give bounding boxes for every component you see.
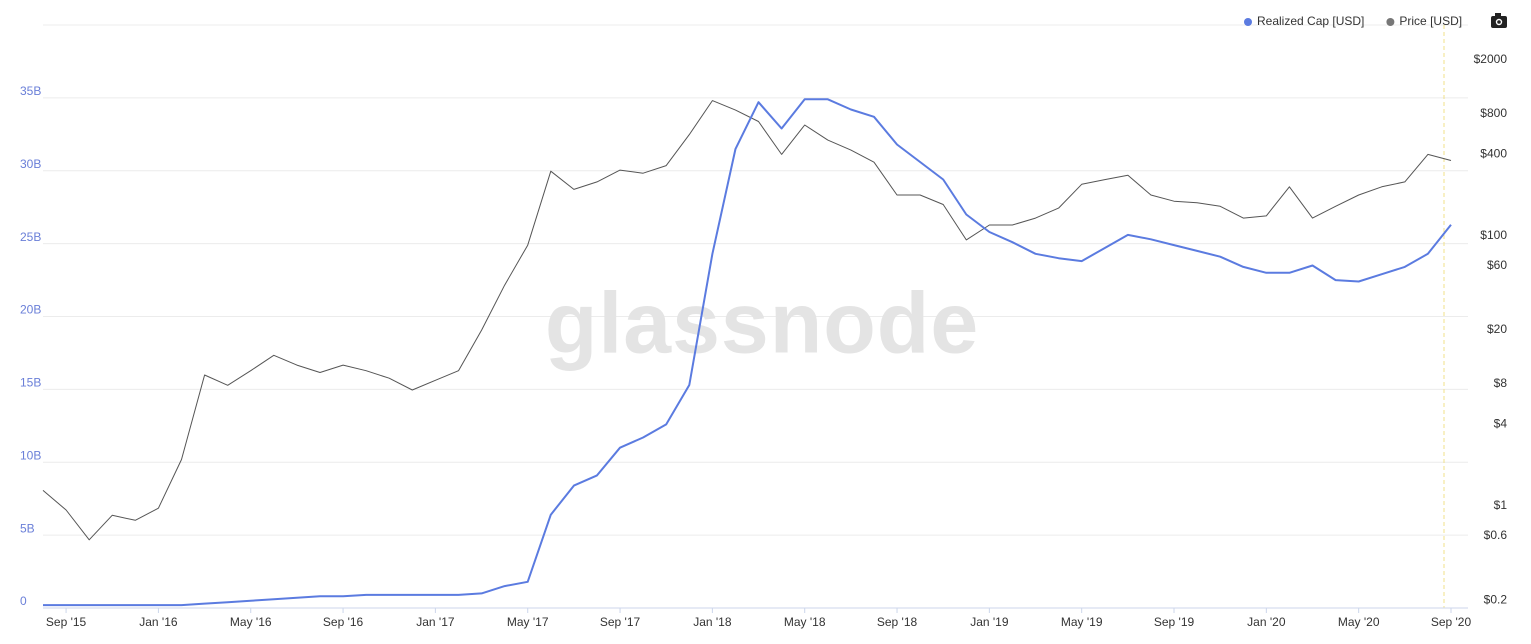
x-tick-label: May '20 xyxy=(1338,615,1380,629)
x-tick-label: May '18 xyxy=(784,615,826,629)
realized-cap-line xyxy=(43,98,1452,607)
legend: Realized Cap [USD] Price [USD] xyxy=(1244,14,1462,28)
y2-tick-label: $1 xyxy=(1494,498,1508,512)
x-tick-label: May '19 xyxy=(1061,615,1103,629)
y2-tick-label: $20 xyxy=(1487,322,1507,336)
x-tick-label: Jan '17 xyxy=(416,615,455,629)
x-tick-label: Sep '17 xyxy=(600,615,641,629)
y2-tick-label: $2000 xyxy=(1474,52,1508,66)
x-tick-label: Sep '20 xyxy=(1431,615,1472,629)
y2-tick-label: $0.6 xyxy=(1484,528,1508,542)
x-tick-label: May '16 xyxy=(230,615,272,629)
y2-tick-label: $400 xyxy=(1480,147,1507,161)
watermark: glassnode xyxy=(545,276,979,372)
y-tick-label: 5B xyxy=(20,521,35,535)
y2-tick-label: $100 xyxy=(1480,228,1507,242)
y-tick-label: 30B xyxy=(20,157,41,171)
y-tick-label: 15B xyxy=(20,376,41,390)
legend-label: Price [USD] xyxy=(1399,14,1462,28)
x-tick-label: Sep '18 xyxy=(877,615,918,629)
x-tick-label: Jan '16 xyxy=(139,615,178,629)
x-tick-label: May '17 xyxy=(507,615,549,629)
price-line xyxy=(42,100,1452,541)
y-tick-label: 20B xyxy=(20,303,41,317)
y-tick-label: 25B xyxy=(20,230,41,244)
y2-tick-label: $0.2 xyxy=(1484,592,1508,606)
y-tick-label: 10B xyxy=(20,448,41,462)
camera-icon[interactable] xyxy=(1491,13,1507,28)
x-tick-label: Sep '19 xyxy=(1154,615,1195,629)
x-tick-label: Jan '18 xyxy=(693,615,732,629)
y2-tick-label: $60 xyxy=(1487,258,1507,272)
x-tick-label: Jan '20 xyxy=(1247,615,1286,629)
x-tick-label: Sep '15 xyxy=(46,615,87,629)
y-tick-label: 0 xyxy=(20,594,27,608)
x-tick-label: Sep '16 xyxy=(323,615,364,629)
legend-label: Realized Cap [USD] xyxy=(1257,14,1364,28)
y2-tick-label: $800 xyxy=(1480,106,1507,120)
y2-tick-label: $8 xyxy=(1494,376,1508,390)
legend-marker xyxy=(1386,18,1395,26)
y2-tick-label: $4 xyxy=(1494,417,1508,431)
x-tick-label: Jan '19 xyxy=(970,615,1009,629)
y-tick-label: 35B xyxy=(20,84,41,98)
legend-marker xyxy=(1244,18,1252,26)
